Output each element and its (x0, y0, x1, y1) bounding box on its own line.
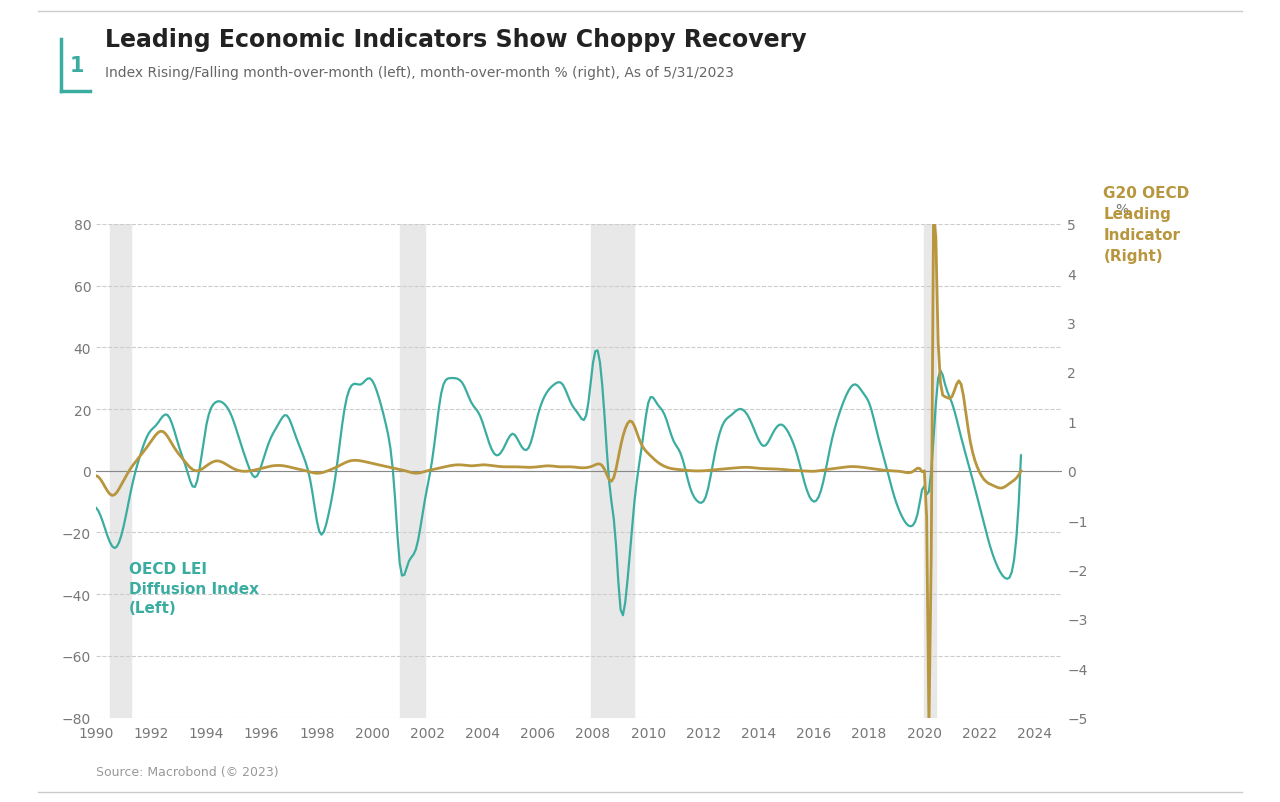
Text: G20 OECD
Leading
Indicator
(Right): G20 OECD Leading Indicator (Right) (1103, 185, 1189, 264)
Text: Index Rising/Falling month-over-month (left), month-over-month % (right), As of : Index Rising/Falling month-over-month (l… (105, 67, 733, 80)
Text: %: % (1116, 203, 1129, 217)
Text: OECD LEI
Diffusion Index
(Left): OECD LEI Diffusion Index (Left) (129, 561, 259, 616)
Bar (399, 225, 425, 718)
Bar (591, 225, 635, 718)
Bar (924, 225, 936, 718)
Bar (110, 225, 131, 718)
Text: 1: 1 (69, 56, 84, 76)
Text: Source: Macrobond (© 2023): Source: Macrobond (© 2023) (96, 765, 279, 778)
Text: Leading Economic Indicators Show Choppy Recovery: Leading Economic Indicators Show Choppy … (105, 28, 806, 52)
